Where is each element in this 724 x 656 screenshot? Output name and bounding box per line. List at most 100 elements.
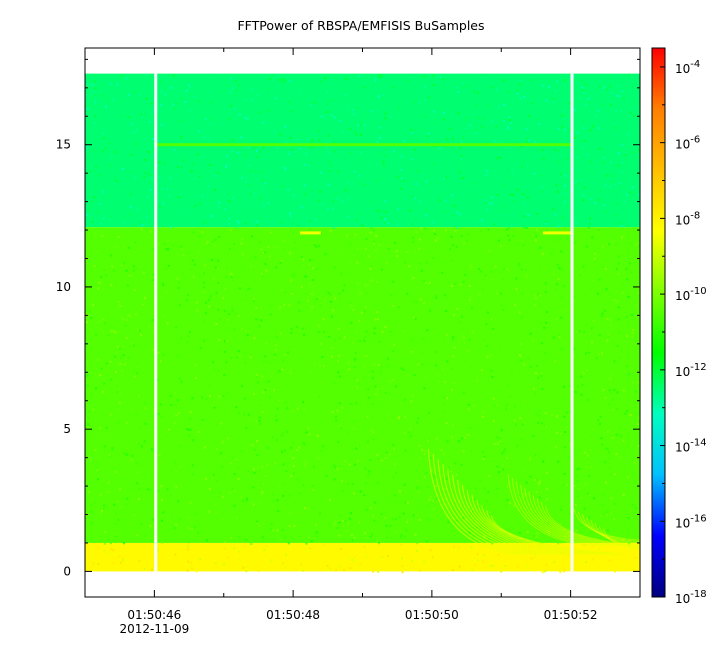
noise-pixel — [452, 137, 455, 140]
noise-pixel — [613, 299, 616, 302]
noise-pixel — [557, 127, 560, 130]
noise-pixel — [484, 435, 487, 437]
noise-pixel — [567, 375, 570, 378]
noise-pixel — [178, 377, 181, 380]
noise-pixel — [191, 473, 194, 476]
noise-pixel — [598, 148, 601, 150]
noise-pixel — [165, 248, 168, 251]
noise-pixel — [114, 331, 117, 334]
noise-pixel — [99, 203, 102, 206]
noise-pixel — [364, 306, 367, 308]
noise-pixel — [319, 232, 322, 235]
noise-pixel — [107, 334, 110, 337]
noise-pixel — [532, 435, 535, 438]
noise-pixel — [105, 105, 107, 108]
noise-pixel — [468, 338, 471, 341]
noise-pixel — [138, 559, 141, 562]
noise-pixel — [318, 199, 321, 202]
noise-pixel — [626, 334, 629, 337]
noise-pixel — [402, 512, 405, 515]
noise-pixel — [282, 510, 285, 513]
noise-pixel — [232, 139, 235, 142]
noise-pixel — [617, 255, 620, 258]
noise-pixel — [236, 356, 239, 359]
noise-pixel — [268, 304, 271, 307]
noise-pixel — [483, 342, 485, 345]
noise-pixel — [363, 546, 366, 548]
noise-pixel — [413, 148, 416, 151]
noise-pixel — [367, 474, 370, 477]
noise-pixel — [418, 102, 421, 105]
noise-pixel — [386, 211, 389, 214]
noise-pixel — [568, 102, 571, 105]
noise-pixel — [156, 514, 159, 517]
noise-pixel — [125, 337, 128, 340]
noise-pixel — [142, 271, 145, 274]
noise-pixel — [486, 208, 489, 211]
noise-pixel — [555, 184, 558, 187]
noise-pixel — [560, 348, 563, 351]
noise-pixel — [413, 101, 416, 104]
noise-pixel — [161, 393, 164, 396]
noise-pixel — [486, 311, 489, 314]
noise-pixel — [450, 328, 453, 331]
noise-pixel — [291, 148, 294, 151]
noise-pixel — [187, 384, 190, 387]
noise-pixel — [427, 439, 430, 442]
noise-pixel — [218, 338, 221, 341]
noise-pixel — [186, 340, 189, 343]
noise-pixel — [496, 157, 499, 160]
noise-pixel — [389, 244, 392, 247]
noise-pixel — [472, 217, 475, 220]
noise-pixel — [392, 443, 395, 446]
noise-pixel — [478, 501, 481, 504]
noise-pixel — [519, 342, 522, 345]
noise-pixel — [234, 312, 237, 315]
noise-pixel — [240, 496, 243, 499]
noise-pixel — [101, 234, 104, 237]
noise-pixel — [376, 209, 379, 212]
noise-pixel — [365, 237, 368, 240]
noise-pixel — [381, 331, 384, 334]
noise-pixel — [266, 88, 269, 91]
noise-pixel — [176, 354, 179, 357]
noise-pixel — [388, 380, 391, 383]
noise-pixel — [207, 184, 210, 187]
noise-pixel — [256, 521, 258, 524]
noise-pixel — [506, 485, 509, 488]
noise-pixel — [340, 427, 343, 430]
noise-pixel — [544, 291, 547, 294]
noise-pixel — [327, 184, 330, 187]
noise-pixel — [195, 513, 198, 516]
noise-pixel — [494, 140, 497, 143]
noise-pixel — [217, 495, 220, 498]
noise-pixel — [203, 220, 206, 223]
noise-pixel — [302, 264, 305, 267]
noise-pixel — [166, 276, 169, 279]
noise-pixel — [556, 283, 558, 286]
noise-pixel — [92, 340, 95, 343]
noise-pixel — [222, 297, 225, 299]
noise-pixel — [264, 355, 267, 358]
noise-pixel — [293, 521, 296, 524]
noise-pixel — [449, 134, 452, 137]
noise-pixel — [486, 345, 489, 347]
noise-pixel — [112, 269, 115, 272]
noise-pixel — [623, 97, 625, 100]
noise-pixel — [543, 326, 546, 329]
noise-pixel — [308, 396, 311, 399]
noise-pixel — [206, 240, 209, 243]
noise-pixel — [331, 82, 334, 84]
noise-pixel — [329, 140, 331, 143]
noise-pixel — [488, 250, 491, 253]
noise-pixel — [513, 405, 516, 408]
noise-pixel — [309, 220, 312, 222]
noise-pixel — [605, 481, 608, 484]
noise-pixel — [188, 434, 191, 437]
noise-pixel — [112, 549, 115, 552]
noise-pixel — [327, 134, 330, 137]
noise-pixel — [120, 75, 123, 78]
noise-pixel — [215, 291, 218, 294]
noise-pixel — [326, 91, 329, 94]
noise-pixel — [159, 435, 162, 438]
